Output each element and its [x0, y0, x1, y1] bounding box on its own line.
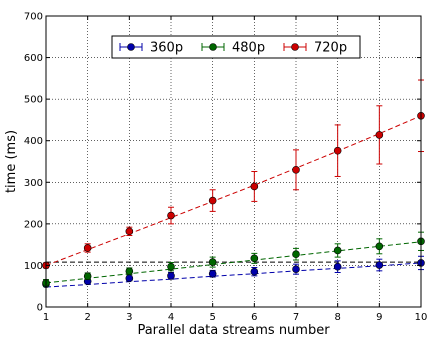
legend-marker [127, 43, 135, 51]
series-360p [42, 255, 425, 288]
x-tick-label: 1 [43, 312, 49, 323]
x-tick-label: 3 [126, 312, 132, 323]
data-point [250, 267, 259, 276]
data-point [125, 267, 134, 276]
y-axis-label: time (ms) [4, 130, 19, 193]
data-point [83, 272, 92, 281]
data-point [167, 272, 175, 280]
data-point [167, 211, 175, 220]
legend-marker [291, 43, 299, 51]
fit-line [45, 241, 422, 284]
legend: 360p 480p 720p [111, 35, 361, 59]
data-point [375, 261, 384, 269]
data-point [208, 196, 217, 205]
y-tick-label: 400 [24, 136, 43, 147]
x-tick-label: 7 [293, 312, 299, 323]
legend-item-720p: 720p [283, 41, 347, 56]
data-point [375, 242, 384, 251]
legend-label: 360p [150, 41, 183, 56]
x-tick-label: 8 [334, 312, 340, 323]
y-tick-label: 700 [24, 12, 43, 23]
y-tick-label: 200 [24, 219, 43, 230]
data-point [208, 258, 217, 266]
data-point [208, 269, 217, 278]
fit-line [45, 115, 422, 266]
legend-label: 720p [314, 41, 347, 56]
data-point [167, 262, 175, 271]
series-720p [42, 79, 425, 270]
data-point [250, 182, 259, 191]
data-point [292, 250, 300, 259]
legend-marker [209, 43, 217, 51]
legend-box [111, 35, 361, 59]
y-tick-label: 500 [24, 95, 43, 106]
x-axis-label: Parallel data streams number [137, 323, 330, 338]
y-tick-label: 100 [24, 261, 43, 272]
data-point [333, 246, 342, 255]
y-tick-label: 0 [37, 303, 43, 314]
data-point [250, 254, 259, 263]
legend-item-360p: 360p [119, 41, 183, 56]
x-tick-label: 6 [251, 312, 257, 323]
data-point [292, 166, 300, 174]
x-tick-label: 2 [84, 312, 90, 323]
series-group [42, 79, 425, 288]
data-point [83, 244, 92, 252]
data-point [333, 262, 342, 271]
x-tick-label: 9 [376, 312, 382, 323]
data-point [333, 146, 342, 155]
plot-area [45, 15, 422, 308]
grid-lines [45, 15, 422, 308]
fit-line [45, 262, 422, 288]
x-tick-label: 10 [415, 312, 428, 323]
x-tick-label: 5 [209, 312, 215, 323]
legend-item-480p: 480p [201, 41, 265, 56]
y-tick-label: 600 [24, 53, 43, 64]
data-point [375, 131, 384, 139]
series-480p [42, 231, 425, 287]
data-point [292, 265, 300, 273]
data-point [125, 274, 134, 283]
data-point [125, 227, 134, 236]
x-tick-label: 4 [168, 312, 174, 323]
legend-label: 480p [232, 41, 265, 56]
y-tick-label: 300 [24, 178, 43, 189]
